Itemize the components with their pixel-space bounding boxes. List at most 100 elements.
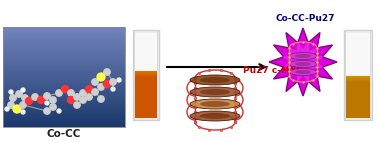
Bar: [3, 104, 125, 105]
Bar: [3, 67, 125, 68]
Bar: [3, 58, 125, 59]
Bar: [3, 32, 125, 33]
Bar: [346, 76, 370, 77]
Bar: [3, 70, 125, 71]
Ellipse shape: [200, 89, 230, 95]
Circle shape: [92, 89, 98, 95]
Bar: [3, 105, 125, 106]
Bar: [3, 35, 125, 36]
Bar: [3, 82, 125, 83]
Circle shape: [37, 97, 45, 104]
Bar: [3, 28, 125, 29]
Bar: [3, 47, 125, 48]
Bar: [3, 100, 125, 101]
Bar: [346, 76, 370, 118]
Ellipse shape: [295, 62, 311, 66]
Bar: [346, 77, 370, 78]
Circle shape: [97, 73, 105, 81]
Bar: [3, 36, 125, 37]
Ellipse shape: [190, 87, 240, 97]
Bar: [3, 81, 125, 82]
Bar: [3, 66, 125, 67]
Bar: [3, 89, 125, 90]
Circle shape: [104, 81, 110, 87]
Circle shape: [5, 107, 9, 111]
Bar: [3, 102, 125, 103]
Bar: [135, 71, 157, 72]
Bar: [3, 87, 125, 88]
Circle shape: [110, 79, 116, 85]
Circle shape: [44, 93, 50, 99]
Circle shape: [9, 90, 13, 94]
Bar: [3, 60, 125, 61]
Text: Pu27 c-MYC: Pu27 c-MYC: [243, 65, 303, 75]
Circle shape: [74, 102, 80, 108]
Ellipse shape: [190, 99, 240, 109]
Ellipse shape: [289, 53, 317, 59]
Bar: [3, 111, 125, 112]
Bar: [3, 84, 125, 85]
Bar: [3, 68, 125, 69]
Circle shape: [32, 94, 38, 100]
Circle shape: [20, 102, 26, 108]
Bar: [3, 118, 125, 119]
Bar: [135, 75, 157, 76]
Bar: [3, 107, 125, 108]
Circle shape: [57, 109, 61, 113]
Bar: [3, 50, 125, 51]
Bar: [3, 103, 125, 104]
Bar: [135, 71, 157, 118]
Bar: [135, 33, 157, 70]
Bar: [3, 85, 125, 86]
Bar: [3, 52, 125, 53]
Bar: [3, 27, 125, 28]
Bar: [3, 71, 125, 72]
Circle shape: [80, 97, 86, 103]
Bar: [3, 45, 125, 46]
Circle shape: [80, 90, 86, 96]
Bar: [3, 57, 125, 58]
Bar: [3, 38, 125, 39]
FancyBboxPatch shape: [133, 30, 159, 120]
Polygon shape: [269, 28, 337, 96]
Bar: [3, 39, 125, 40]
Bar: [3, 124, 125, 125]
Bar: [3, 119, 125, 120]
Circle shape: [21, 110, 25, 114]
Bar: [3, 126, 125, 127]
Bar: [3, 69, 125, 70]
Circle shape: [8, 102, 14, 108]
Circle shape: [50, 97, 56, 103]
Bar: [3, 99, 125, 100]
Bar: [3, 76, 125, 77]
Bar: [3, 29, 125, 30]
Bar: [135, 76, 157, 77]
Bar: [3, 117, 125, 118]
Bar: [3, 44, 125, 45]
Bar: [346, 33, 370, 75]
Bar: [3, 34, 125, 35]
Bar: [3, 116, 125, 117]
Bar: [3, 121, 125, 122]
FancyBboxPatch shape: [344, 30, 372, 120]
Bar: [3, 109, 125, 110]
Bar: [3, 80, 125, 81]
Ellipse shape: [200, 101, 230, 107]
Ellipse shape: [289, 60, 317, 67]
Bar: [3, 64, 125, 65]
Bar: [346, 78, 370, 80]
Circle shape: [98, 84, 104, 90]
Bar: [3, 83, 125, 84]
Circle shape: [92, 79, 98, 85]
Bar: [3, 33, 125, 34]
Bar: [3, 51, 125, 52]
Bar: [3, 101, 125, 102]
Ellipse shape: [295, 54, 311, 58]
Circle shape: [68, 97, 74, 104]
Circle shape: [117, 78, 121, 82]
Bar: [3, 122, 125, 123]
Bar: [3, 123, 125, 124]
Circle shape: [68, 90, 74, 96]
Ellipse shape: [289, 68, 317, 76]
Bar: [3, 106, 125, 107]
